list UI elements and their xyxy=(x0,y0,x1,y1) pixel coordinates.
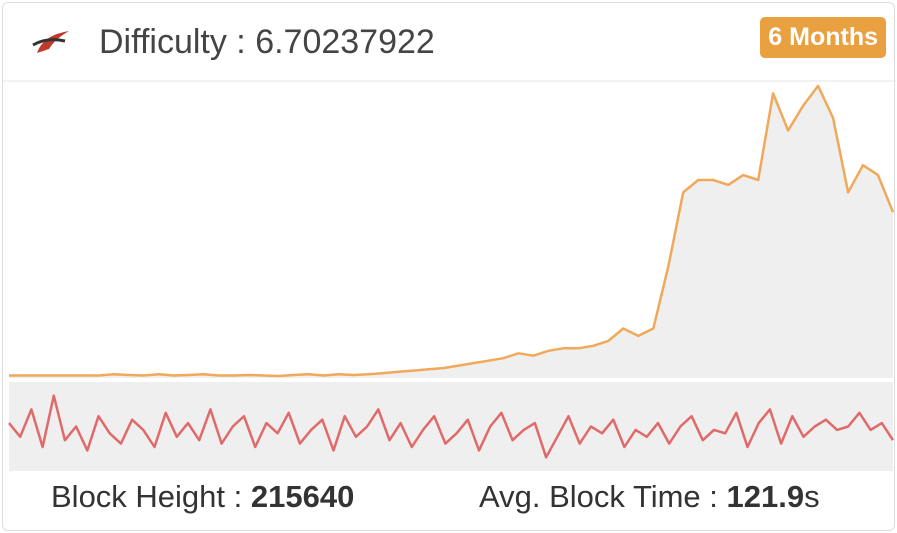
block-height: Block Height : 215640 xyxy=(51,479,354,515)
title: Difficulty : 6.70237922 xyxy=(99,23,435,61)
icon-shape xyxy=(37,31,69,53)
line xyxy=(9,84,895,378)
unit: s xyxy=(804,479,820,514)
label: Avg. Block Time : xyxy=(479,479,727,514)
icon xyxy=(32,31,69,53)
charts xyxy=(3,80,896,471)
value: 215640 xyxy=(250,479,355,514)
period-button[interactable]: 6 Months xyxy=(760,17,886,58)
value: 121.9 xyxy=(726,479,805,514)
line xyxy=(8,394,895,459)
block-time: Avg. Block Time : 121.9s xyxy=(479,479,820,515)
plot-background xyxy=(9,382,893,471)
label: Block Height : xyxy=(51,479,251,514)
area xyxy=(9,85,893,379)
icon-stroke xyxy=(32,38,66,47)
